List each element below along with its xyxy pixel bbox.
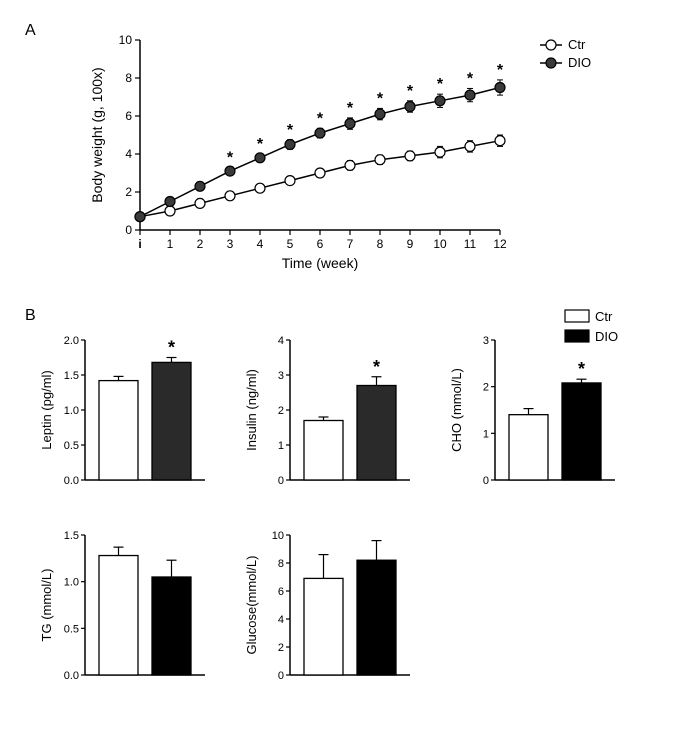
svg-text:3: 3 <box>483 335 489 347</box>
svg-text:B: B <box>25 307 36 324</box>
svg-text:1: 1 <box>483 428 489 440</box>
svg-text:*: * <box>373 357 380 377</box>
svg-text:Ctr: Ctr <box>568 37 586 52</box>
svg-text:7: 7 <box>347 237 354 251</box>
svg-text:10: 10 <box>119 33 133 47</box>
svg-text:Body weight (g, 100x): Body weight (g, 100x) <box>89 67 105 202</box>
svg-text:*: * <box>347 100 354 117</box>
svg-text:*: * <box>578 359 585 379</box>
svg-text:8: 8 <box>125 71 132 85</box>
svg-text:1: 1 <box>278 440 284 452</box>
svg-text:9: 9 <box>407 237 414 251</box>
svg-text:0.0: 0.0 <box>64 670 79 682</box>
svg-text:8: 8 <box>377 237 384 251</box>
svg-text:3: 3 <box>278 370 284 382</box>
svg-text:i: i <box>138 237 141 251</box>
svg-text:Insulin (ng/ml): Insulin (ng/ml) <box>244 369 259 451</box>
svg-text:2: 2 <box>278 642 284 654</box>
svg-text:4: 4 <box>278 614 284 626</box>
svg-text:*: * <box>227 149 234 166</box>
svg-text:11: 11 <box>464 237 477 251</box>
svg-text:Leptin (pg/ml): Leptin (pg/ml) <box>39 370 54 449</box>
svg-text:*: * <box>287 122 294 139</box>
svg-text:0.0: 0.0 <box>64 475 79 487</box>
svg-text:0: 0 <box>278 475 284 487</box>
svg-text:6: 6 <box>317 237 324 251</box>
svg-text:0.5: 0.5 <box>64 440 79 452</box>
svg-text:*: * <box>257 136 264 153</box>
svg-text:12: 12 <box>493 237 507 251</box>
svg-text:*: * <box>497 62 504 79</box>
svg-text:*: * <box>377 90 384 107</box>
svg-text:2: 2 <box>125 185 132 199</box>
svg-text:Glucose(mmol/L): Glucose(mmol/L) <box>244 556 259 655</box>
svg-text:0: 0 <box>125 223 132 237</box>
svg-text:1.0: 1.0 <box>64 577 79 589</box>
svg-text:4: 4 <box>125 147 132 161</box>
svg-text:0: 0 <box>278 670 284 682</box>
svg-text:*: * <box>407 83 414 100</box>
figure-container: A0246810i123456789101112Time (week)Body … <box>10 10 675 722</box>
svg-text:10: 10 <box>433 237 447 251</box>
svg-text:2.0: 2.0 <box>64 335 79 347</box>
svg-text:10: 10 <box>272 530 284 542</box>
svg-text:1.5: 1.5 <box>64 530 79 542</box>
svg-text:1.0: 1.0 <box>64 405 79 417</box>
svg-text:Ctr: Ctr <box>595 309 613 324</box>
svg-text:2: 2 <box>197 237 204 251</box>
svg-text:*: * <box>437 76 444 93</box>
svg-text:4: 4 <box>278 335 284 347</box>
figure-svg: A0246810i123456789101112Time (week)Body … <box>10 10 675 717</box>
svg-text:2: 2 <box>278 405 284 417</box>
svg-text:*: * <box>317 110 324 127</box>
svg-text:1.5: 1.5 <box>64 370 79 382</box>
svg-text:6: 6 <box>278 586 284 598</box>
svg-text:*: * <box>467 70 474 87</box>
svg-text:CHO (mmol/L): CHO (mmol/L) <box>449 368 464 452</box>
svg-text:4: 4 <box>257 237 264 251</box>
svg-text:*: * <box>168 338 175 358</box>
svg-text:DIO: DIO <box>595 329 618 344</box>
svg-text:TG (mmol/L): TG (mmol/L) <box>39 569 54 642</box>
svg-text:1: 1 <box>167 237 174 251</box>
svg-text:Time (week): Time (week) <box>282 255 359 271</box>
svg-text:DIO: DIO <box>568 55 591 70</box>
svg-text:8: 8 <box>278 558 284 570</box>
svg-text:0.5: 0.5 <box>64 623 79 635</box>
svg-text:6: 6 <box>125 109 132 123</box>
svg-text:0: 0 <box>483 475 489 487</box>
svg-text:2: 2 <box>483 382 489 394</box>
svg-text:A: A <box>25 22 36 39</box>
svg-text:3: 3 <box>227 237 234 251</box>
svg-text:5: 5 <box>287 237 294 251</box>
